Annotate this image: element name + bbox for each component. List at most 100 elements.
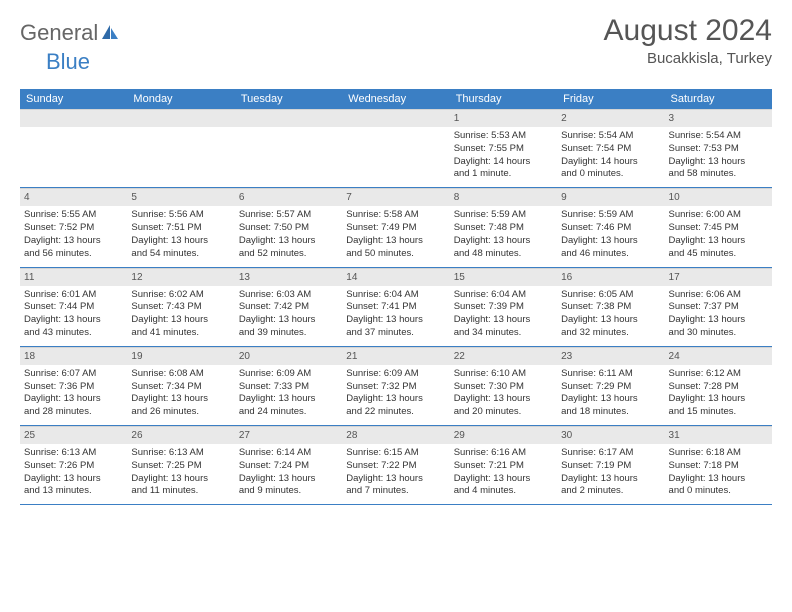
calendar-day-cell: 17Sunrise: 6:06 AMSunset: 7:37 PMDayligh… <box>665 267 772 346</box>
sunrise-text: Sunrise: 6:07 AM <box>24 368 123 381</box>
daylight-text-2: and 52 minutes. <box>239 248 338 261</box>
weekday-header: Monday <box>127 89 234 109</box>
calendar-day-cell: 26Sunrise: 6:13 AMSunset: 7:25 PMDayligh… <box>127 426 234 505</box>
daylight-text-2: and 37 minutes. <box>346 327 445 340</box>
day-body <box>235 127 342 181</box>
calendar-day-cell: 29Sunrise: 6:16 AMSunset: 7:21 PMDayligh… <box>450 426 557 505</box>
sunrise-text: Sunrise: 6:11 AM <box>561 368 660 381</box>
sunset-text: Sunset: 7:55 PM <box>454 143 553 156</box>
sunset-text: Sunset: 7:36 PM <box>24 381 123 394</box>
weekday-header: Saturday <box>665 89 772 109</box>
sunset-text: Sunset: 7:41 PM <box>346 301 445 314</box>
calendar-day-cell: 14Sunrise: 6:04 AMSunset: 7:41 PMDayligh… <box>342 267 449 346</box>
day-body: Sunrise: 5:56 AMSunset: 7:51 PMDaylight:… <box>127 206 234 266</box>
daylight-text-2: and 43 minutes. <box>24 327 123 340</box>
calendar-day-cell: 12Sunrise: 6:02 AMSunset: 7:43 PMDayligh… <box>127 267 234 346</box>
sunset-text: Sunset: 7:34 PM <box>131 381 230 394</box>
sunset-text: Sunset: 7:21 PM <box>454 460 553 473</box>
day-body: Sunrise: 6:18 AMSunset: 7:18 PMDaylight:… <box>665 444 772 504</box>
calendar-day-cell: 7Sunrise: 5:58 AMSunset: 7:49 PMDaylight… <box>342 188 449 267</box>
sunrise-text: Sunrise: 6:17 AM <box>561 447 660 460</box>
daylight-text-1: Daylight: 13 hours <box>346 473 445 486</box>
day-body: Sunrise: 6:10 AMSunset: 7:30 PMDaylight:… <box>450 365 557 425</box>
day-number: 20 <box>235 347 342 365</box>
calendar-body: 1Sunrise: 5:53 AMSunset: 7:55 PMDaylight… <box>20 109 772 505</box>
daylight-text-1: Daylight: 13 hours <box>346 314 445 327</box>
sunrise-text: Sunrise: 6:10 AM <box>454 368 553 381</box>
calendar-day-cell: 2Sunrise: 5:54 AMSunset: 7:54 PMDaylight… <box>557 109 664 188</box>
sunset-text: Sunset: 7:25 PM <box>131 460 230 473</box>
day-number: 31 <box>665 426 772 444</box>
calendar-day-cell: 19Sunrise: 6:08 AMSunset: 7:34 PMDayligh… <box>127 346 234 425</box>
daylight-text-1: Daylight: 13 hours <box>131 393 230 406</box>
daylight-text-1: Daylight: 13 hours <box>239 235 338 248</box>
day-body: Sunrise: 6:04 AMSunset: 7:41 PMDaylight:… <box>342 286 449 346</box>
daylight-text-1: Daylight: 13 hours <box>454 314 553 327</box>
sunset-text: Sunset: 7:38 PM <box>561 301 660 314</box>
day-number <box>127 109 234 127</box>
day-number: 5 <box>127 188 234 206</box>
calendar-day-cell: 5Sunrise: 5:56 AMSunset: 7:51 PMDaylight… <box>127 188 234 267</box>
day-body: Sunrise: 6:11 AMSunset: 7:29 PMDaylight:… <box>557 365 664 425</box>
daylight-text-2: and 41 minutes. <box>131 327 230 340</box>
day-number: 25 <box>20 426 127 444</box>
brand-part1: General <box>20 20 98 46</box>
sunrise-text: Sunrise: 6:06 AM <box>669 289 768 302</box>
calendar-header-row: SundayMondayTuesdayWednesdayThursdayFrid… <box>20 89 772 109</box>
sunrise-text: Sunrise: 6:08 AM <box>131 368 230 381</box>
page-title: August 2024 <box>604 14 772 48</box>
daylight-text-2: and 54 minutes. <box>131 248 230 261</box>
sunset-text: Sunset: 7:39 PM <box>454 301 553 314</box>
day-body <box>127 127 234 181</box>
daylight-text-1: Daylight: 13 hours <box>24 393 123 406</box>
daylight-text-2: and 1 minute. <box>454 168 553 181</box>
day-number: 21 <box>342 347 449 365</box>
daylight-text-1: Daylight: 14 hours <box>454 156 553 169</box>
day-body: Sunrise: 6:04 AMSunset: 7:39 PMDaylight:… <box>450 286 557 346</box>
daylight-text-2: and 56 minutes. <box>24 248 123 261</box>
day-body: Sunrise: 6:01 AMSunset: 7:44 PMDaylight:… <box>20 286 127 346</box>
sunrise-text: Sunrise: 6:00 AM <box>669 209 768 222</box>
calendar-day-cell: 21Sunrise: 6:09 AMSunset: 7:32 PMDayligh… <box>342 346 449 425</box>
sunset-text: Sunset: 7:30 PM <box>454 381 553 394</box>
day-body: Sunrise: 5:58 AMSunset: 7:49 PMDaylight:… <box>342 206 449 266</box>
day-body: Sunrise: 5:53 AMSunset: 7:55 PMDaylight:… <box>450 127 557 187</box>
brand-part2: Blue <box>46 49 90 75</box>
day-number: 10 <box>665 188 772 206</box>
daylight-text-2: and 13 minutes. <box>24 485 123 498</box>
daylight-text-2: and 9 minutes. <box>239 485 338 498</box>
calendar-day-cell: 4Sunrise: 5:55 AMSunset: 7:52 PMDaylight… <box>20 188 127 267</box>
calendar-day-cell <box>342 109 449 188</box>
day-number: 4 <box>20 188 127 206</box>
day-number: 2 <box>557 109 664 127</box>
day-body <box>20 127 127 181</box>
location-label: Bucakkisla, Turkey <box>604 50 772 67</box>
calendar-day-cell: 8Sunrise: 5:59 AMSunset: 7:48 PMDaylight… <box>450 188 557 267</box>
daylight-text-1: Daylight: 13 hours <box>561 473 660 486</box>
calendar-day-cell: 11Sunrise: 6:01 AMSunset: 7:44 PMDayligh… <box>20 267 127 346</box>
daylight-text-1: Daylight: 13 hours <box>239 393 338 406</box>
sunrise-text: Sunrise: 6:04 AM <box>454 289 553 302</box>
day-number: 18 <box>20 347 127 365</box>
calendar-day-cell: 30Sunrise: 6:17 AMSunset: 7:19 PMDayligh… <box>557 426 664 505</box>
day-number: 7 <box>342 188 449 206</box>
sunset-text: Sunset: 7:50 PM <box>239 222 338 235</box>
sunrise-text: Sunrise: 6:13 AM <box>131 447 230 460</box>
day-number: 16 <box>557 268 664 286</box>
daylight-text-1: Daylight: 13 hours <box>561 314 660 327</box>
daylight-text-1: Daylight: 13 hours <box>24 473 123 486</box>
daylight-text-2: and 24 minutes. <box>239 406 338 419</box>
daylight-text-2: and 46 minutes. <box>561 248 660 261</box>
daylight-text-2: and 20 minutes. <box>454 406 553 419</box>
day-body: Sunrise: 6:05 AMSunset: 7:38 PMDaylight:… <box>557 286 664 346</box>
day-number <box>20 109 127 127</box>
sunrise-text: Sunrise: 5:58 AM <box>346 209 445 222</box>
day-number: 29 <box>450 426 557 444</box>
day-body: Sunrise: 6:00 AMSunset: 7:45 PMDaylight:… <box>665 206 772 266</box>
sunset-text: Sunset: 7:32 PM <box>346 381 445 394</box>
daylight-text-1: Daylight: 13 hours <box>346 393 445 406</box>
day-number: 28 <box>342 426 449 444</box>
daylight-text-2: and 28 minutes. <box>24 406 123 419</box>
day-number: 1 <box>450 109 557 127</box>
sunrise-text: Sunrise: 6:02 AM <box>131 289 230 302</box>
